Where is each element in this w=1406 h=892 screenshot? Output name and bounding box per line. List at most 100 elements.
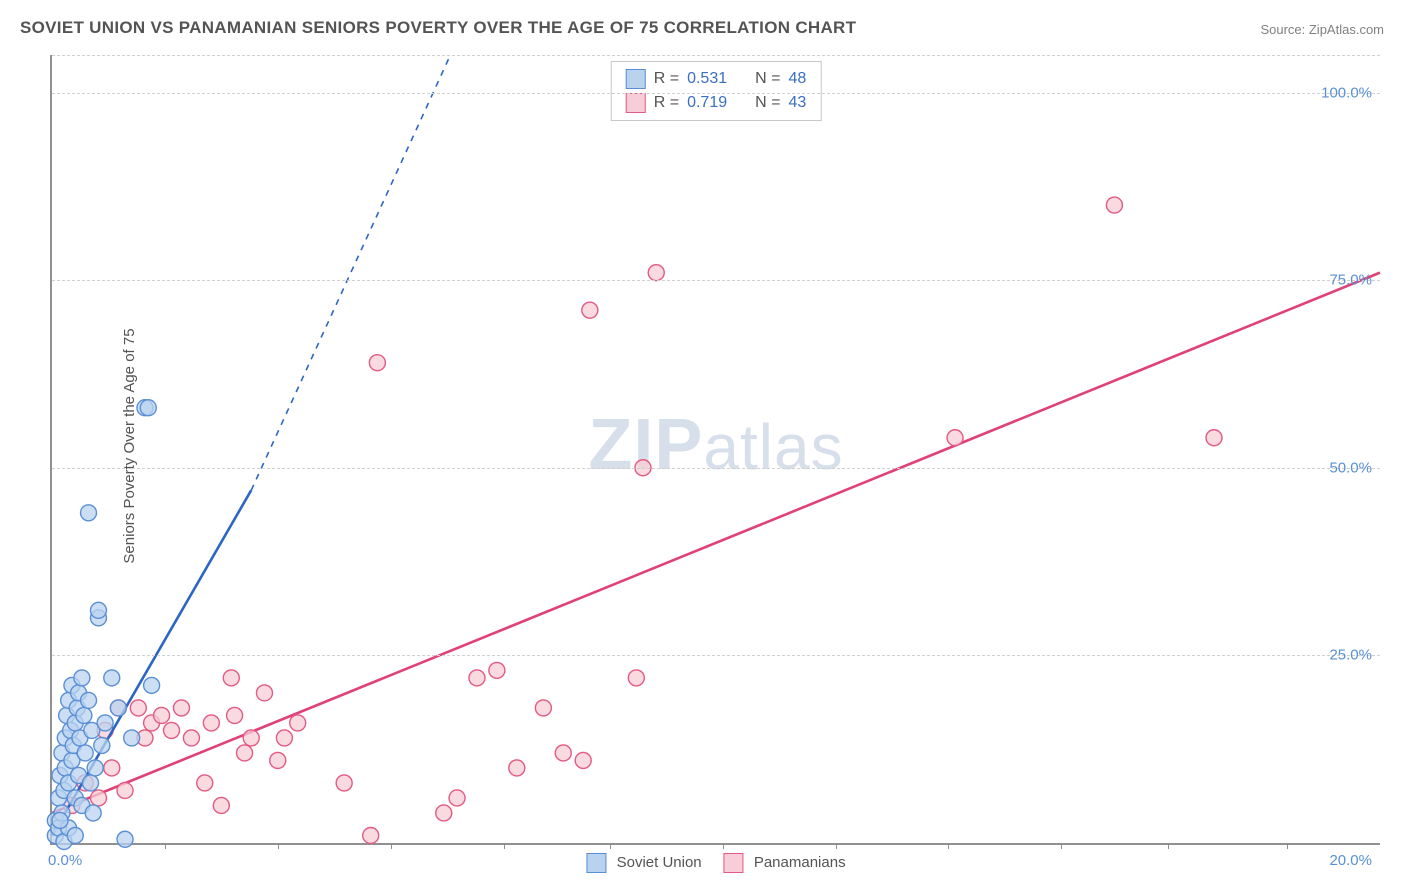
data-point bbox=[270, 752, 286, 768]
x-tick-mark bbox=[504, 843, 505, 849]
data-point bbox=[90, 790, 106, 806]
data-point bbox=[363, 827, 379, 843]
data-point bbox=[489, 662, 505, 678]
x-tick-mark bbox=[836, 843, 837, 849]
data-point bbox=[449, 790, 465, 806]
gridline bbox=[52, 93, 1380, 94]
data-point bbox=[140, 400, 156, 416]
data-point bbox=[336, 775, 352, 791]
data-point bbox=[90, 602, 106, 618]
legend-item-panamanian: Panamanians bbox=[724, 853, 846, 873]
chart-title: SOVIET UNION VS PANAMANIAN SENIORS POVER… bbox=[20, 18, 856, 38]
legend-label-soviet: Soviet Union bbox=[617, 854, 702, 871]
data-point bbox=[87, 760, 103, 776]
trend-line-extrapolated bbox=[251, 55, 450, 490]
stats-legend: R = 0.531 N = 48 R = 0.719 N = 43 bbox=[611, 61, 822, 121]
data-point bbox=[130, 700, 146, 716]
data-point bbox=[227, 707, 243, 723]
n-label: N = bbox=[755, 70, 780, 88]
legend-label-panamanian: Panamanians bbox=[754, 854, 846, 871]
gridline bbox=[52, 468, 1380, 469]
y-tick-label: 100.0% bbox=[1315, 84, 1372, 101]
swatch-soviet bbox=[626, 69, 646, 89]
x-tick-mark bbox=[948, 843, 949, 849]
data-point bbox=[81, 505, 97, 521]
x-tick-mark bbox=[1061, 843, 1062, 849]
data-point bbox=[164, 722, 180, 738]
data-point bbox=[110, 700, 126, 716]
data-point bbox=[535, 700, 551, 716]
x-tick-mark bbox=[610, 843, 611, 849]
data-point bbox=[74, 670, 90, 686]
chart-svg bbox=[52, 55, 1380, 843]
data-point bbox=[276, 730, 292, 746]
y-tick-label: 50.0% bbox=[1323, 459, 1372, 476]
n-value-panamanian: 43 bbox=[788, 94, 806, 112]
stats-row-panamanian: R = 0.719 N = 43 bbox=[626, 91, 807, 115]
data-point bbox=[144, 677, 160, 693]
source-label: Source: ZipAtlas.com bbox=[1260, 22, 1384, 37]
data-point bbox=[173, 700, 189, 716]
data-point bbox=[436, 805, 452, 821]
x-tick-mark bbox=[1168, 843, 1169, 849]
data-point bbox=[104, 760, 120, 776]
data-point bbox=[223, 670, 239, 686]
data-point bbox=[117, 831, 133, 847]
swatch-panamanian bbox=[626, 93, 646, 113]
data-point bbox=[369, 355, 385, 371]
data-point bbox=[648, 265, 664, 281]
data-point bbox=[76, 707, 92, 723]
data-point bbox=[469, 670, 485, 686]
x-tick-origin: 0.0% bbox=[48, 852, 82, 869]
x-tick-mark bbox=[1287, 843, 1288, 849]
data-point bbox=[555, 745, 571, 761]
y-tick-label: 75.0% bbox=[1323, 272, 1372, 289]
data-point bbox=[509, 760, 525, 776]
n-value-soviet: 48 bbox=[788, 70, 806, 88]
x-tick-mark bbox=[723, 843, 724, 849]
data-point bbox=[85, 805, 101, 821]
data-point bbox=[628, 670, 644, 686]
x-tick-mark bbox=[165, 843, 166, 849]
data-point bbox=[582, 302, 598, 318]
data-point bbox=[575, 752, 591, 768]
data-point bbox=[52, 812, 68, 828]
data-point bbox=[77, 745, 93, 761]
series-legend: Soviet Union Panamanians bbox=[586, 853, 845, 873]
data-point bbox=[81, 692, 97, 708]
x-tick-mark bbox=[278, 843, 279, 849]
data-point bbox=[97, 715, 113, 731]
data-point bbox=[1206, 430, 1222, 446]
r-value-soviet: 0.531 bbox=[687, 70, 727, 88]
data-point bbox=[104, 670, 120, 686]
data-point bbox=[947, 430, 963, 446]
plot-area: ZIPatlas R = 0.531 N = 48 R = 0.719 N = … bbox=[50, 55, 1380, 845]
data-point bbox=[256, 685, 272, 701]
data-point bbox=[237, 745, 253, 761]
stats-row-soviet: R = 0.531 N = 48 bbox=[626, 67, 807, 91]
r-value-panamanian: 0.719 bbox=[687, 94, 727, 112]
y-tick-label: 25.0% bbox=[1323, 647, 1372, 664]
data-point bbox=[67, 827, 83, 843]
data-point bbox=[213, 797, 229, 813]
data-point bbox=[203, 715, 219, 731]
gridline bbox=[52, 280, 1380, 281]
gridline bbox=[52, 55, 1380, 56]
x-tick-mark bbox=[391, 843, 392, 849]
data-point bbox=[1106, 197, 1122, 213]
n-label: N = bbox=[755, 94, 780, 112]
data-point bbox=[290, 715, 306, 731]
data-point bbox=[183, 730, 199, 746]
r-label: R = bbox=[654, 70, 679, 88]
gridline bbox=[52, 655, 1380, 656]
data-point bbox=[83, 775, 99, 791]
data-point bbox=[154, 707, 170, 723]
data-point bbox=[117, 782, 133, 798]
swatch-panamanian bbox=[724, 853, 744, 873]
x-tick-end: 20.0% bbox=[1329, 852, 1372, 869]
data-point bbox=[94, 737, 110, 753]
swatch-soviet bbox=[586, 853, 606, 873]
data-point bbox=[124, 730, 140, 746]
data-point bbox=[243, 730, 259, 746]
r-label: R = bbox=[654, 94, 679, 112]
